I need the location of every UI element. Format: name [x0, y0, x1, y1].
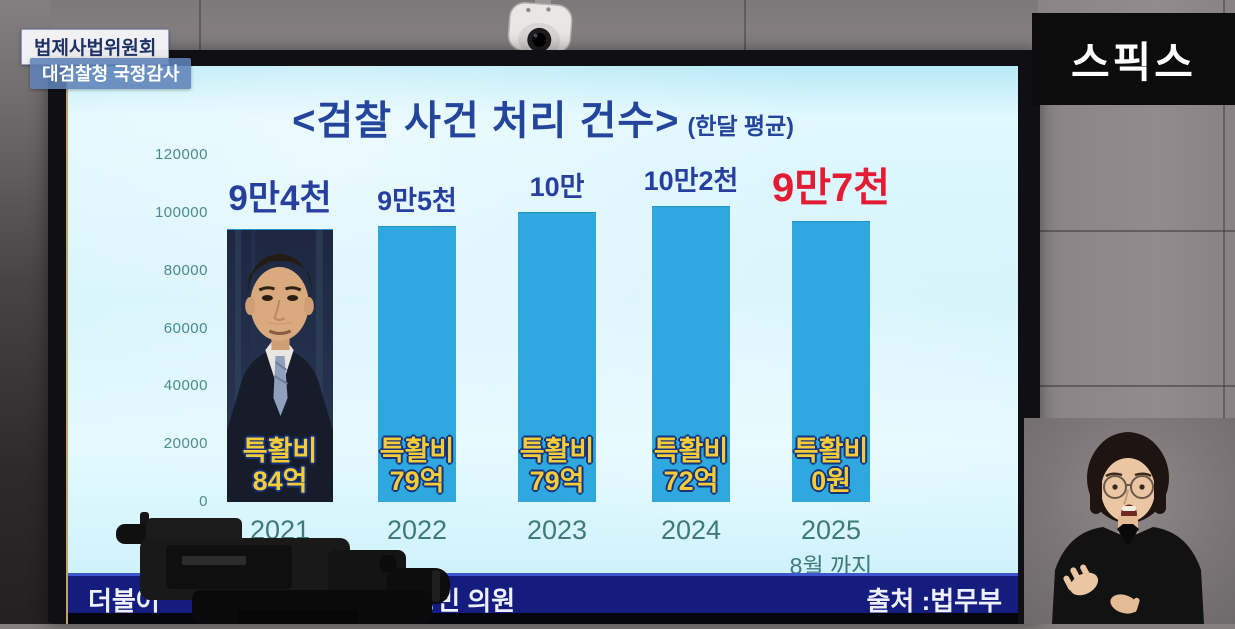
channel-logo: 스픽스	[1032, 13, 1235, 105]
broadcast-camera-icon	[116, 512, 450, 624]
bar-2023: 10만 특활비 79억	[518, 165, 596, 502]
bar-rect-2023: 특활비 79억	[518, 212, 596, 502]
wall-panel-seam	[199, 0, 201, 60]
bar-rect-2025: 특활비 0원	[792, 221, 870, 502]
bar-2025: 9만7천 특활비 0원	[772, 155, 890, 502]
annotation-line1: 특활비	[793, 436, 869, 466]
bar-annotation: 특활비 84억	[227, 436, 333, 496]
annotation-line1: 특활비	[242, 436, 318, 466]
presentation-screen: <검찰 사건 처리 건수> (한달 평균) 120000 100000 80000…	[48, 50, 1040, 624]
y-tick: 20000	[163, 435, 208, 452]
president-portrait-photo	[227, 230, 333, 502]
bar-2022: 9만5천 특활비 79억	[377, 179, 457, 502]
x-label-2024: 2024	[660, 515, 722, 545]
x-label-2023: 2023	[526, 515, 588, 545]
annotation-line2: 72억	[663, 466, 719, 496]
x-label-2022: 2022	[386, 515, 448, 545]
annotation-line1: 특활비	[379, 436, 455, 466]
bar-value-label: 9만4천	[228, 179, 332, 218]
sign-language-interpreter	[1024, 418, 1235, 624]
bar-rect-2024: 특활비 72억	[652, 206, 730, 502]
wall-panel-seam	[1223, 0, 1225, 624]
wall-panel-seam	[744, 0, 746, 56]
chart-title: <검찰 사건 처리 건수> (한달 평균)	[68, 88, 1018, 146]
bar-value-label: 10만	[529, 172, 585, 202]
y-tick: 60000	[163, 320, 208, 337]
bar-value-label-highlight: 9만7천	[771, 166, 891, 210]
x-label-2025: 2025	[800, 515, 862, 545]
y-tick: 80000	[163, 262, 208, 279]
annotation-line2: 0원	[811, 466, 851, 496]
y-tick: 40000	[163, 377, 208, 394]
badge-audit: 대검찰청 국정감사	[30, 58, 192, 89]
interpreter-figure	[1052, 432, 1204, 624]
bar-2021: 9만4천	[227, 170, 333, 502]
chart-title-text: <검찰 사건 처리 건수>	[292, 99, 680, 143]
bar-rect-2021: 특활비 84억	[227, 229, 333, 502]
bar-value-label: 9만5천	[377, 186, 457, 216]
source-label: 출처 :법무부	[866, 586, 1002, 616]
wall-left-shadow	[0, 0, 50, 624]
broadcast-camera	[88, 512, 458, 624]
annotation-line1: 특활비	[653, 436, 729, 466]
bar-annotation: 특활비 0원	[792, 436, 870, 496]
bar-annotation: 특활비 79억	[518, 436, 596, 496]
bar-annotation: 특활비 79억	[378, 436, 456, 496]
chart-subtitle: (한달 평균)	[687, 113, 794, 139]
annotation-line2: 79억	[529, 466, 585, 496]
bar-2024: 10만2천 특활비 72억	[644, 159, 738, 502]
bar-rect-2022: 특활비 79억	[378, 226, 456, 502]
screen-bottom-strip	[68, 613, 1018, 624]
wall-panel-seam	[1038, 230, 1235, 232]
y-tick: 120000	[154, 146, 208, 163]
annotation-line2: 79억	[389, 466, 445, 496]
y-tick: 0	[199, 493, 208, 510]
bar-value-label: 10만2천	[643, 166, 739, 196]
annotation-line2: 84억	[252, 466, 308, 496]
bar-annotation: 특활비 72억	[652, 436, 730, 496]
wall-panel-seam	[1038, 385, 1235, 387]
y-tick: 100000	[154, 204, 208, 221]
annotation-line1: 특활비	[519, 436, 595, 466]
